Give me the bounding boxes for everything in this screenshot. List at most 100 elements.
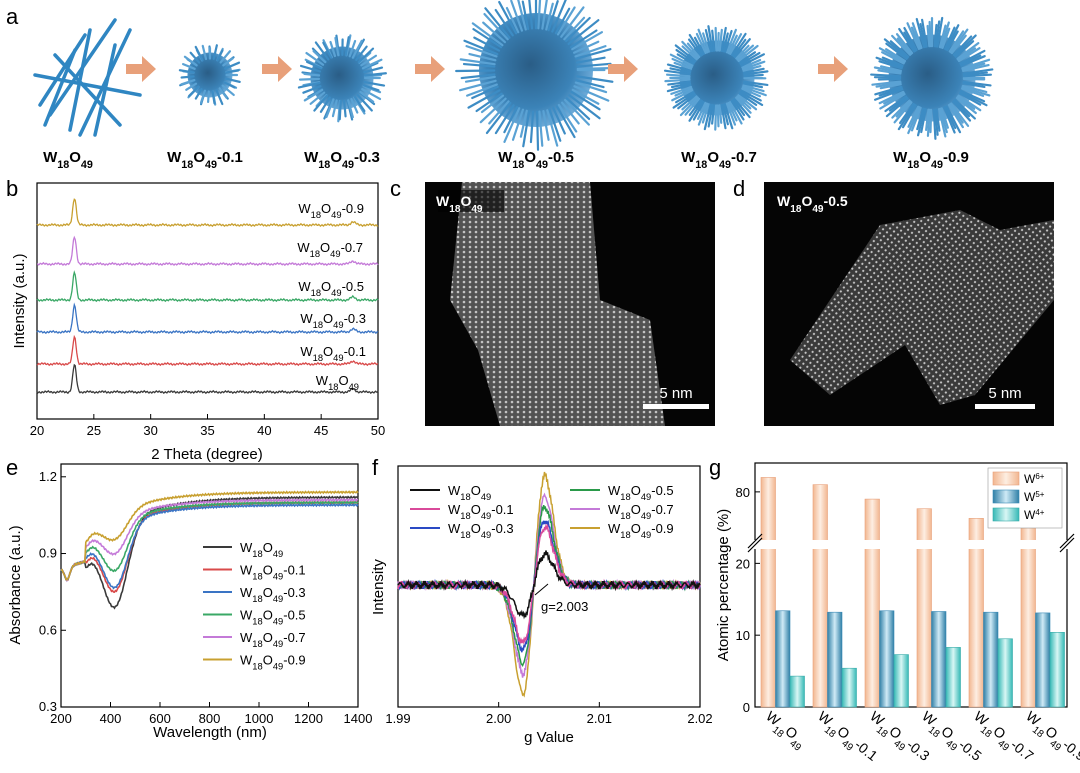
bar-W6+-1	[760, 477, 776, 708]
legend-swatch-2	[992, 489, 1020, 504]
y-tick-label: 10	[736, 628, 750, 643]
bar-W5+-4	[931, 611, 947, 708]
break-mark-4	[1059, 533, 1075, 549]
panel-e-uvvis: e W18O49W18O49-0.1W18O49-0.3W18O49-0.5W1…	[6, 455, 372, 741]
xrd-label-6: W18O49-0.9	[298, 201, 364, 220]
absorbance-line-5	[60, 497, 359, 583]
sample-label-5: W18O49-0.7	[681, 149, 757, 171]
panel-d-stem: d W18O49-0.5 5 nm	[733, 176, 1054, 426]
x-tick-label: 2.02	[687, 711, 712, 726]
legend-label-2: W18O49-0.1	[448, 502, 514, 521]
legend-label-2: W18O49-0.1	[240, 563, 306, 582]
legend-swatch-3	[992, 507, 1020, 522]
bar-W5+-3	[879, 610, 895, 708]
xrd-line-3	[36, 302, 379, 335]
xrd-line-4	[36, 270, 379, 303]
sample-label-1: W18O49	[43, 149, 93, 171]
nanowire-1	[38, 33, 87, 107]
bar-W5+-5	[983, 611, 999, 708]
bar-W6+-6	[1020, 527, 1036, 708]
nanowire-3	[33, 73, 142, 97]
urchin-sphere-4	[663, 25, 769, 131]
panel-letter-a: a	[6, 4, 19, 29]
y-tick-label: 80	[736, 485, 750, 500]
x-axis-label: Wavelength (nm)	[153, 724, 267, 741]
image-label: W18O49-0.5	[777, 193, 848, 215]
scale-bar-label: 5 nm	[988, 385, 1021, 402]
axis-break-marks	[747, 533, 1075, 553]
absorbance-line-3	[60, 502, 359, 590]
epr-line-1	[397, 550, 701, 620]
legend-label-3: W18O49-0.3	[240, 585, 306, 604]
legend-label-6: W18O49-0.9	[240, 653, 306, 672]
axis-ticks: 200 400 600 800 1000 1200 1400 0.3 0.6 0.9 1.2	[39, 469, 373, 726]
x-tick-label: 600	[149, 711, 171, 726]
bar-W6+-3	[864, 498, 880, 708]
nanowire-7	[93, 43, 117, 137]
panel-letter-d: d	[733, 176, 745, 201]
break-mark-3	[747, 533, 763, 549]
x-axis-label: g Value	[524, 729, 574, 746]
y-tick-label: 0.6	[39, 622, 57, 637]
y-tick-label: 0.3	[39, 699, 57, 714]
panel-letter-b: b	[6, 176, 18, 201]
legend-label-6: W18O49-0.9	[608, 521, 674, 540]
arrow-3	[415, 56, 445, 82]
x-tick-label: 1400	[344, 711, 373, 726]
panel-letter-e: e	[6, 455, 18, 480]
legend-label-3: W4+	[1024, 508, 1045, 523]
morphology-illustrations	[33, 0, 994, 151]
category-label-1: W18O49	[760, 708, 810, 754]
x-tick-label: 45	[314, 423, 328, 438]
xrd-line-5	[37, 235, 379, 267]
bar-W5+-2	[827, 611, 843, 708]
nanowire-8	[43, 48, 77, 127]
xrd-line-1	[36, 363, 379, 395]
y-tick-label: 20	[736, 556, 750, 571]
y-axis-label: Intensity (a.u.)	[11, 253, 28, 348]
epr-curves	[397, 471, 701, 698]
xrd-line-2	[36, 334, 379, 367]
x-tick-label: 400	[100, 711, 122, 726]
urchin-sphere-1	[178, 44, 241, 106]
x-tick-label: 30	[143, 423, 157, 438]
xrd-label-3: W18O49-0.3	[300, 311, 366, 330]
bar-W6+-2	[812, 484, 828, 708]
sample-label-3: W18O49-0.3	[304, 149, 380, 171]
legend-label-3: W18O49-0.3	[448, 521, 514, 540]
legend-label-2: W5+	[1024, 490, 1045, 505]
bar-W4+-6	[1049, 632, 1065, 708]
legend-label-1: W6+	[1024, 472, 1045, 487]
legend-label-5: W18O49-0.7	[608, 502, 674, 521]
x-tick-label: 50	[371, 423, 385, 438]
image-label-d: W18O49-0.5	[777, 193, 848, 215]
x-tick-label: 1.99	[385, 711, 410, 726]
x-tick-label: 200	[50, 711, 72, 726]
plot-frame	[754, 462, 1068, 708]
y-axis-label: Absorbance (a.u.)	[7, 525, 24, 644]
urchin-sphere-2	[297, 34, 387, 123]
progression-arrows	[126, 56, 848, 82]
y-tick-label: 0	[743, 700, 750, 715]
g-value-annotation: g=2.003	[541, 599, 588, 614]
absorbance-curves	[60, 490, 359, 610]
arrow-4	[608, 56, 638, 82]
x-tick-label: 1000	[245, 711, 274, 726]
bar-W6+-4	[916, 508, 932, 708]
x-axis-label: 2 Theta (degree)	[151, 446, 262, 463]
x-tick-label: 2.00	[486, 711, 511, 726]
bar-W5+-1	[775, 610, 791, 708]
legend: W6+ W5+ W4+	[987, 467, 1063, 529]
bar-W4+-3	[893, 654, 909, 708]
arrow-5	[818, 56, 848, 82]
urchin-sphere-5	[870, 16, 994, 140]
xrd-label-1: W18O49	[316, 373, 359, 392]
xrd-label-5: W18O49-0.7	[297, 240, 363, 259]
annotation-arrow	[534, 583, 549, 596]
arrow-2	[262, 56, 292, 82]
x-tick-label: 1200	[294, 711, 323, 726]
axis-break-gap	[752, 540, 1070, 549]
bar-W4+-5	[997, 638, 1013, 708]
axis-ticks: 0 10 20 80	[736, 485, 760, 715]
x-tick-label: 40	[257, 423, 271, 438]
